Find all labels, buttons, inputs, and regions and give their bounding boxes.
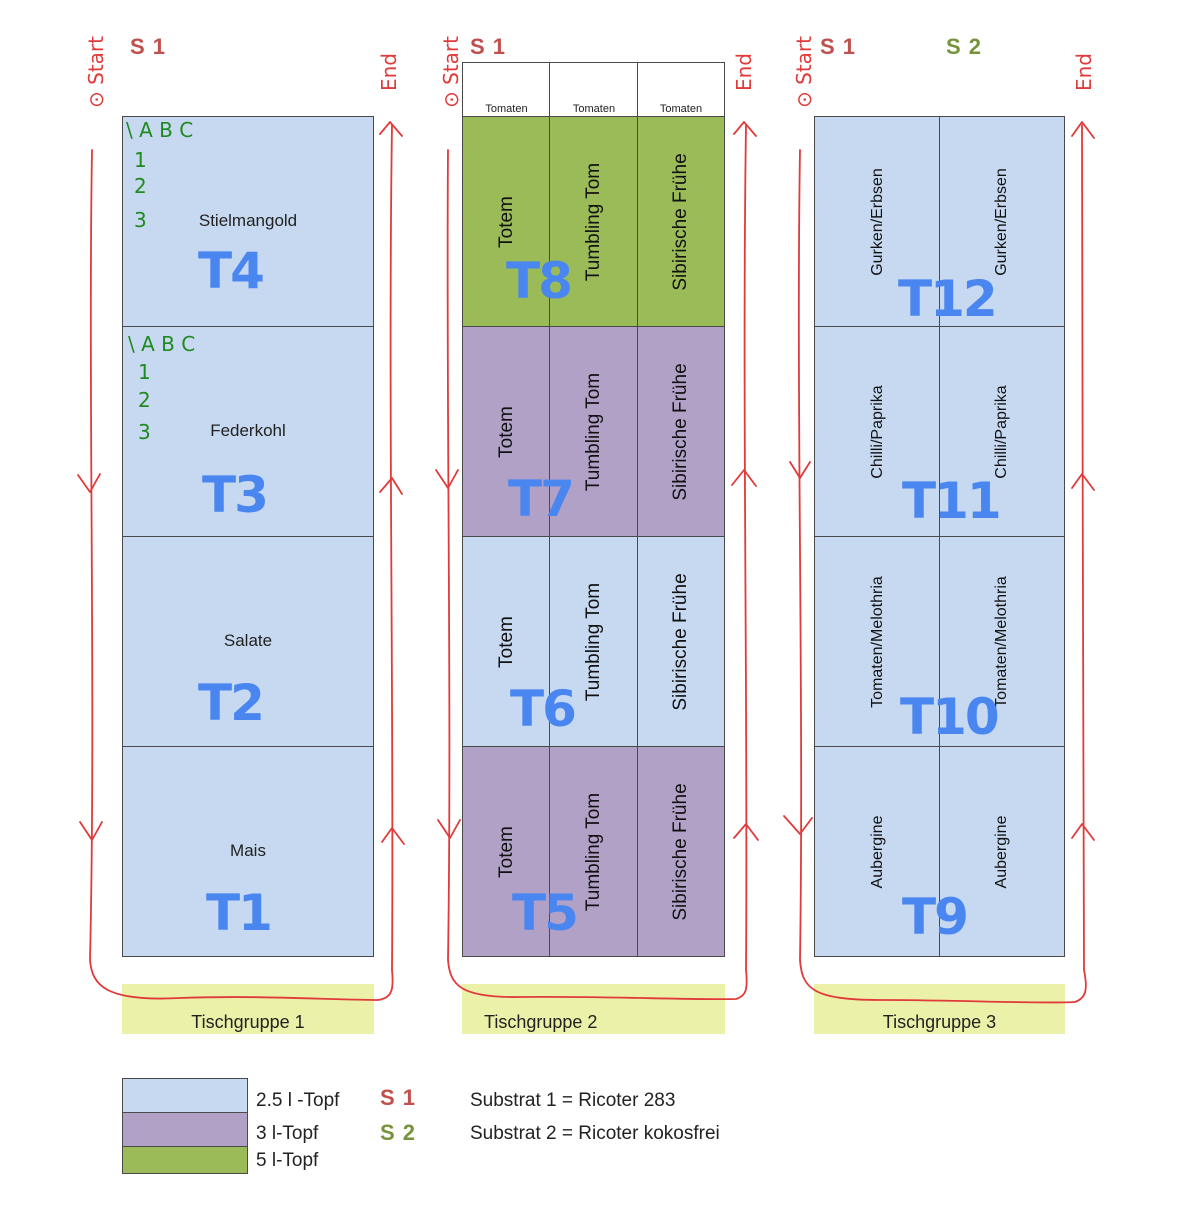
table-id-t6: T6 xyxy=(510,680,577,738)
table-cell-t7-c: Sibirische Frühe xyxy=(637,326,725,538)
end-label-1: End xyxy=(377,52,402,92)
legend-substrate-code-2: S 2 xyxy=(380,1120,417,1145)
table-cell-t1: Mais xyxy=(122,746,374,957)
table-id-t10: T10 xyxy=(900,688,1000,746)
start-mark: ⊙ xyxy=(83,91,108,108)
group-label-3: Tischgruppe 3 xyxy=(814,984,1065,1034)
start-mark: ⊙ xyxy=(791,91,816,108)
legend-substrate-desc-2: Substrat 2 = Ricoter kokosfrei xyxy=(470,1123,720,1144)
table-id-t1: T1 xyxy=(206,884,273,942)
start-label-2: ⊙ Start xyxy=(439,36,463,108)
grid-row-3: 3 xyxy=(134,208,147,232)
table-cell-t7-a: Totem xyxy=(462,326,551,538)
legend-substrate-desc-1: Substrat 1 = Ricoter 283 xyxy=(470,1090,676,1111)
table-cell-t11-b: Chilli/Paprika xyxy=(939,326,1065,538)
table-cell-t6-a: Totem xyxy=(462,536,551,748)
table-cell-t2: Salate xyxy=(122,536,374,748)
table-cell-t8-b: Tumbling Tom xyxy=(549,116,639,328)
table-cell-t6-b: Tumbling Tom xyxy=(549,536,639,748)
grid-row-1: 1 xyxy=(134,148,147,172)
table-cell-t5-b: Tumbling Tom xyxy=(549,746,639,957)
table-cell-t8-a: Totem xyxy=(462,116,551,328)
crop-label: Mais xyxy=(230,841,266,860)
group-label-2: Tischgruppe 2 xyxy=(462,984,725,1034)
table-cell-t5-c: Sibirische Frühe xyxy=(637,746,725,957)
table-id-t8: T8 xyxy=(506,252,573,310)
table-id-t4: T4 xyxy=(198,242,265,300)
header-label: Tomaten xyxy=(485,103,528,115)
table-cell-t9-b: Aubergine xyxy=(939,746,1065,957)
start-label-1: ⊙ Start xyxy=(84,36,108,108)
table-cell-t6-c: Sibirische Frühe xyxy=(637,536,725,748)
crop-label: Salate xyxy=(223,631,273,650)
end-label-3: End xyxy=(1072,52,1097,92)
end-label-2: End xyxy=(732,52,757,92)
header-label: Tomaten xyxy=(659,103,703,115)
substrate-header-g1: S 1 xyxy=(130,34,167,59)
group-label-1: Tischgruppe 1 xyxy=(122,984,374,1034)
crop-label: Stielmangold xyxy=(198,211,298,230)
header-cell: Tomaten xyxy=(462,62,551,118)
substrate-header-g3-left: S 1 xyxy=(820,34,857,59)
legend-swatch-3l xyxy=(122,1112,248,1148)
legend-label-5l: 5 l-Topf xyxy=(256,1150,319,1171)
substrate-header-g3-right: S 2 xyxy=(946,34,983,59)
substrate-header-g2: S 1 xyxy=(470,34,507,59)
legend-swatch-2-5l xyxy=(122,1078,248,1114)
legend-label-2-5l: 2.5 l -Topf xyxy=(256,1090,340,1111)
header-cell: Tomaten xyxy=(637,62,725,118)
crop-label: Federkohl xyxy=(210,421,286,440)
table-id-t9: T9 xyxy=(902,888,969,946)
table-cell-t4: Stielmangold xyxy=(122,116,374,328)
table-cell-t10-a: Tomaten/Melothria xyxy=(814,536,941,748)
table-id-t3: T3 xyxy=(202,466,269,524)
legend-swatch-5l xyxy=(122,1146,248,1174)
header-label: Tomaten xyxy=(572,103,616,115)
table-id-t12: T12 xyxy=(898,270,998,328)
start-text: Start xyxy=(83,36,108,85)
grid-row-3: 3 xyxy=(138,420,151,444)
table-id-t5: T5 xyxy=(512,884,579,942)
start-text: Start xyxy=(438,36,463,85)
grid-row-1: 1 xyxy=(138,360,151,384)
table-cell-t9-a: Aubergine xyxy=(814,746,941,957)
grid-row-2: 2 xyxy=(134,174,147,198)
table-cell-t5-a: Totem xyxy=(462,746,551,957)
start-label-3: ⊙ Start xyxy=(792,36,816,108)
legend-label-3l: 3 l-Topf xyxy=(256,1123,319,1144)
table-id-t7: T7 xyxy=(508,470,575,528)
table-cell-t11-a: Chilli/Paprika xyxy=(814,326,941,538)
grid-cols-t3: \ A B C xyxy=(128,332,196,356)
grid-cols-t4: \ A B C xyxy=(126,118,194,142)
start-mark: ⊙ xyxy=(438,91,463,108)
table-cell-t7-b: Tumbling Tom xyxy=(549,326,639,538)
start-text: Start xyxy=(791,36,816,85)
table-id-t2: T2 xyxy=(198,674,265,732)
grid-row-2: 2 xyxy=(138,388,151,412)
table-id-t11: T11 xyxy=(902,472,1002,530)
legend-substrate-code-1: S 1 xyxy=(380,1085,417,1110)
